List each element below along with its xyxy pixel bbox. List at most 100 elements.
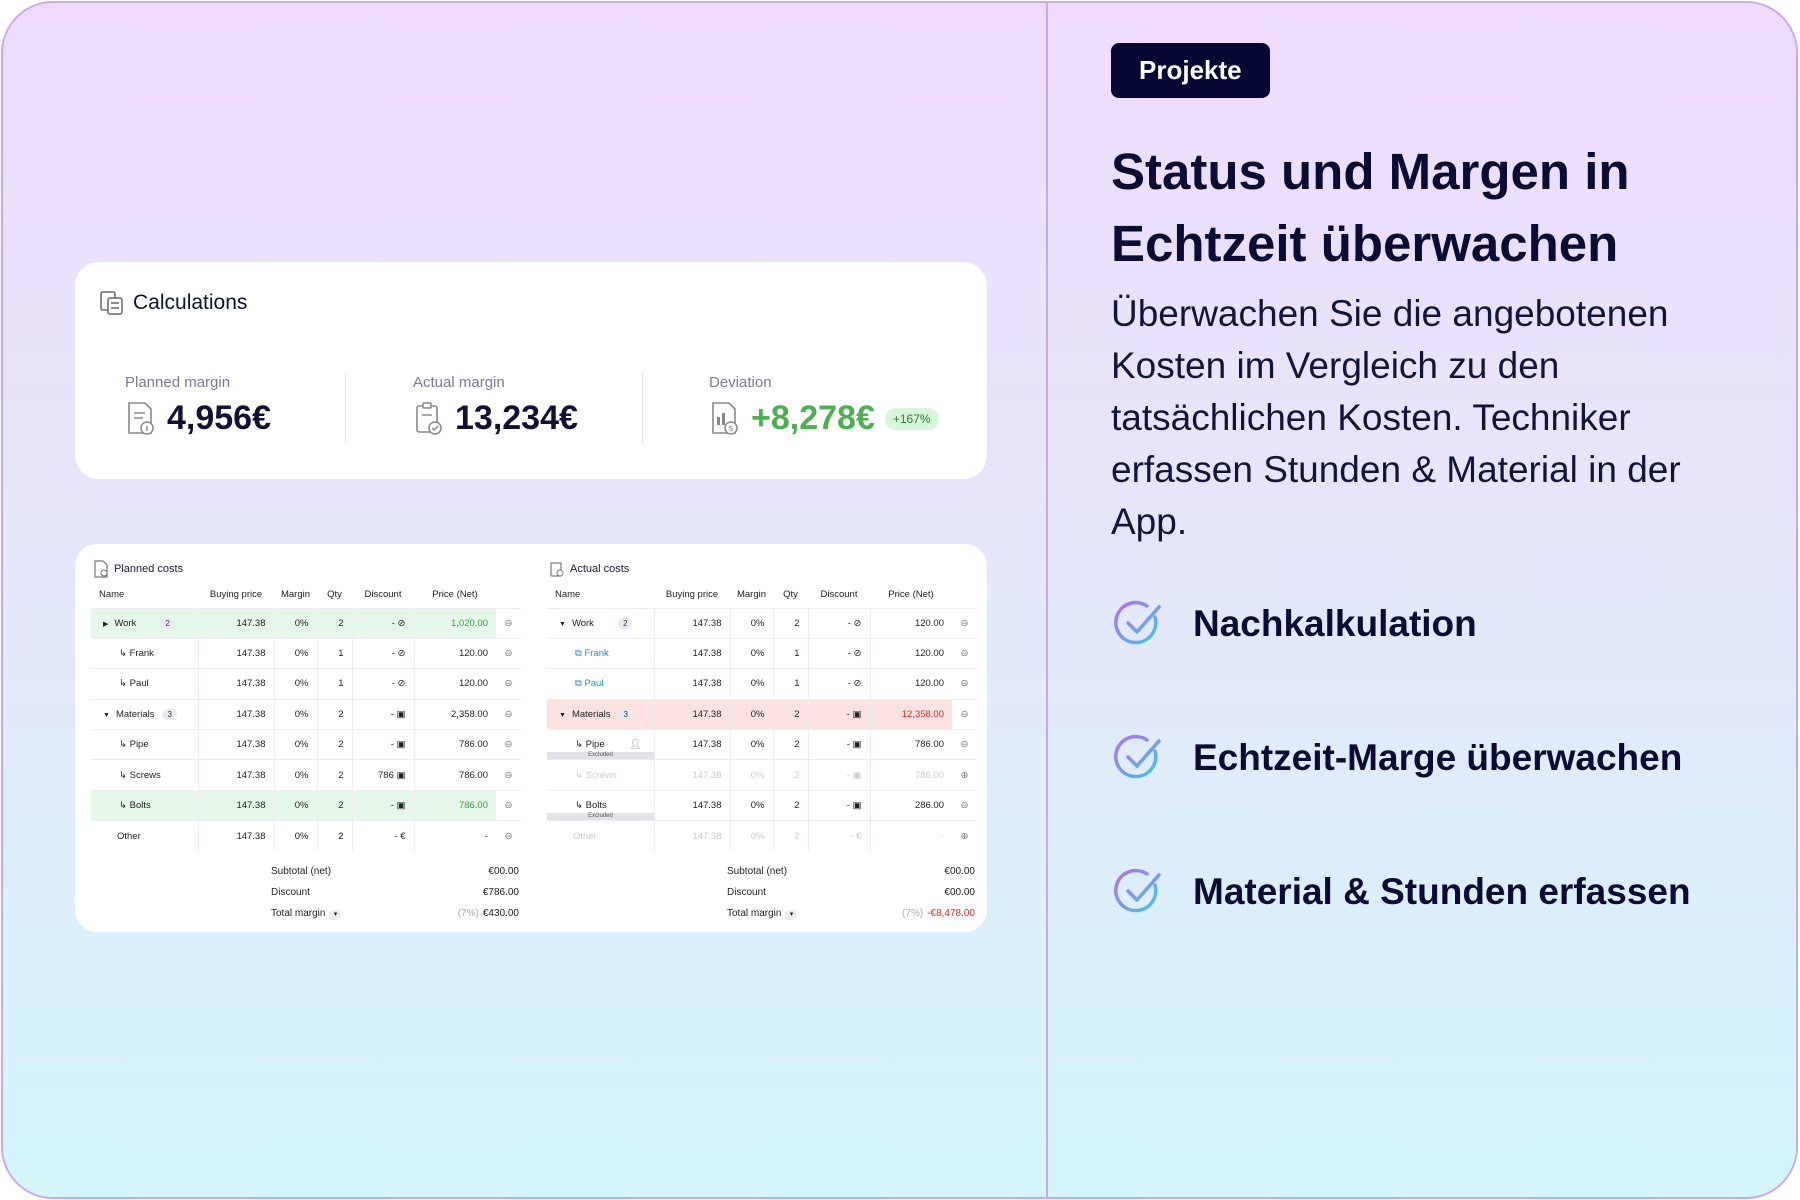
cash-icon: ▣ (396, 769, 406, 781)
collapse-triangle-icon[interactable]: ▼ (559, 711, 566, 719)
margin: 0% (729, 729, 773, 760)
remove-circle-icon[interactable]: ⊖ (496, 607, 521, 639)
actual-costs-table: Actual costs Name Buying price Margin Qt… (547, 556, 977, 924)
discount-cell[interactable]: - ⊘ (807, 668, 870, 700)
table-row[interactable]: ▼ Materials 3 147.38 0% 2 - ▣ 2,358.00 ⊖ (91, 698, 521, 730)
remove-circle-icon[interactable]: ⊖ (496, 698, 521, 730)
margin: 0% (729, 820, 773, 852)
row-name[interactable]: Paul (584, 678, 604, 690)
table-row[interactable]: ↳ Frank 147.38 0% 1 - ⊘ 120.00 ⊖ (91, 637, 521, 669)
feature-item: Echtzeit-Marge überwachen (1111, 732, 1756, 784)
headline: Status und Margen in Echtzeit überwachen (1111, 143, 1630, 272)
discount-cell[interactable]: - ▣ (351, 698, 414, 730)
table-row[interactable]: ↳ Screws 147.38 0% 2 786 ▣ 786.00 ⊖ (91, 759, 521, 791)
discount-cell[interactable]: - ▣ (807, 759, 870, 791)
collapse-triangle-icon[interactable]: ▼ (103, 711, 110, 719)
table-row[interactable]: Other 147.38 0% 2 - € - ⊖ (91, 820, 521, 852)
margin: 0% (729, 668, 773, 700)
margin: 0% (729, 759, 773, 791)
feature-label: Material & Stunden erfassen (1193, 871, 1691, 912)
table-row-excluded[interactable]: Other 147.38 0% 2 - € - ⊕ (547, 820, 977, 852)
discount-cell[interactable]: - ⊘ (351, 607, 414, 639)
cash-icon: ▣ (396, 800, 406, 812)
price-net: 2,358.00 (413, 698, 496, 730)
row-name: Bolts (129, 800, 151, 812)
chart-dollar-icon: $ (712, 401, 738, 435)
discount-cell[interactable]: - € (807, 820, 870, 852)
discount-cell[interactable]: - ▣ (807, 729, 870, 760)
column-header: Qty (327, 589, 342, 601)
table-row[interactable]: ↳ Pipe 👤︎ Excluded 147.38 0% 2 - ▣ 786.00… (547, 729, 977, 760)
subtotal-label: Subtotal (net) (727, 866, 788, 878)
chevron-down-icon[interactable]: ▾ (785, 909, 798, 920)
discount-cell[interactable]: - ⊘ (351, 668, 414, 700)
user-icon: 👤︎ (629, 739, 642, 751)
buying-price: 147.38 (197, 789, 274, 821)
remove-circle-icon[interactable]: ⊖ (952, 789, 977, 821)
remove-circle-icon[interactable]: ⊖ (952, 729, 977, 760)
row-name[interactable]: Frank (584, 648, 609, 660)
qty: 2 (316, 607, 352, 639)
buying-price: 147.38 (653, 698, 730, 730)
discount-cell[interactable]: - ⊘ (807, 637, 870, 669)
table-row[interactable]: ↳ Pipe 147.38 0% 2 - ▣ 786.00 ⊖ (91, 729, 521, 760)
remove-circle-icon[interactable]: ⊖ (952, 607, 977, 639)
discount-cell[interactable]: - ⊘ (807, 607, 870, 639)
row-name: Work (114, 617, 137, 629)
discount-cell[interactable]: - ▣ (807, 698, 870, 730)
price-net: 120.00 (869, 637, 952, 669)
discount-cell[interactable]: - € (351, 820, 414, 852)
table-row[interactable]: ▶ Work 2 147.38 0% 2 - ⊘ 1,020.00 ⊖ (91, 607, 521, 639)
add-circle-icon[interactable]: ⊕ (952, 759, 977, 791)
buying-price: 147.38 (653, 607, 730, 639)
chevron-down-icon[interactable]: ▾ (329, 909, 342, 920)
table-row-excluded[interactable]: ↳ Screws 147.38 0% 2 - ▣ 786.00 ⊕ (547, 759, 977, 791)
discount-cell[interactable]: - ▣ (351, 789, 414, 821)
qty: 2 (316, 729, 352, 760)
cash-icon: ▣ (396, 708, 406, 720)
remove-circle-icon[interactable]: ⊖ (952, 668, 977, 700)
external-link-icon[interactable]: ⧉ (575, 648, 582, 660)
right-panel: Projekte Status und Margen in Echtzeit ü… (1048, 3, 1796, 1197)
total-margin-label: Total margin (271, 907, 326, 919)
qty: 1 (316, 637, 352, 669)
discount-cell[interactable]: 786 ▣ (351, 759, 414, 791)
price-net: - (869, 820, 952, 852)
table-row[interactable]: ↳ Paul 147.38 0% 1 - ⊘ 120.00 ⊖ (91, 668, 521, 700)
row-name: Materials (571, 708, 611, 720)
table-row[interactable]: ▼ Work 2 147.38 0% 2 - ⊘ 120.00 ⊖ (547, 607, 977, 639)
external-link-icon[interactable]: ⧉ (575, 678, 582, 690)
row-name: Work (571, 617, 594, 629)
table-row[interactable]: ↳ Bolts Excluded 147.38 0% 2 - ▣ 286.00 ⊖ (547, 789, 977, 821)
margin: 0% (729, 698, 773, 730)
expand-triangle-icon[interactable]: ▶ (103, 620, 109, 628)
buying-price: 147.38 (197, 607, 274, 639)
collapse-triangle-icon[interactable]: ▼ (559, 620, 566, 628)
add-circle-icon[interactable]: ⊕ (952, 820, 977, 852)
remove-circle-icon[interactable]: ⊖ (496, 789, 521, 821)
remove-circle-icon[interactable]: ⊖ (496, 637, 521, 669)
remove-circle-icon[interactable]: ⊖ (496, 668, 521, 700)
remove-circle-icon[interactable]: ⊖ (952, 637, 977, 669)
count-badge: 2 (160, 617, 175, 629)
column-header: Buying price (665, 589, 719, 601)
calculations-header: Calculations (99, 290, 247, 316)
table-row[interactable]: ⧉ Frank 147.38 0% 1 - ⊘ 120.00 ⊖ (547, 637, 977, 669)
remove-circle-icon[interactable]: ⊖ (952, 698, 977, 730)
discount-cell[interactable]: - ⊘ (351, 637, 414, 669)
total-margin-label: Total margin (727, 907, 782, 919)
table-row[interactable]: ▼ Materials 3 147.38 0% 2 - ▣ 12,358.00 ⊖ (547, 698, 977, 730)
remove-circle-icon[interactable]: ⊖ (496, 729, 521, 760)
table-header-row: Name Buying price Margin Qty Discount Pr… (547, 582, 977, 608)
row-name: Pipe (129, 739, 149, 751)
price-net: 12,358.00 (869, 698, 952, 730)
table-row[interactable]: ⧉ Paul 147.38 0% 1 - ⊘ 120.00 ⊖ (547, 668, 977, 700)
remove-circle-icon[interactable]: ⊖ (496, 820, 521, 852)
table-row[interactable]: ↳ Bolts 147.38 0% 2 - ▣ 786.00 ⊖ (91, 789, 521, 821)
feature-item: Material & Stunden erfassen (1111, 866, 1756, 918)
remove-circle-icon[interactable]: ⊖ (496, 759, 521, 791)
buying-price: 147.38 (197, 668, 274, 700)
discount-cell[interactable]: - ▣ (807, 789, 870, 821)
discount-cell[interactable]: - ▣ (351, 729, 414, 760)
percent-circle-icon: ⊘ (853, 648, 862, 660)
